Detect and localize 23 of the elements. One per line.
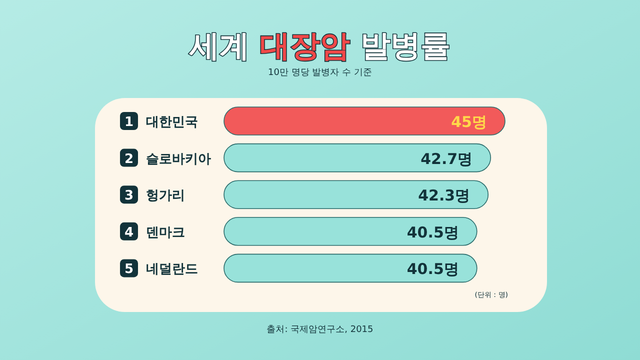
y-tick-label: 대한민국 (146, 115, 198, 130)
y-tick-label: 네덜란드 (146, 262, 198, 278)
bar (224, 254, 478, 283)
data-label: 42.3명 (418, 186, 470, 205)
text: 1 (124, 115, 134, 130)
text: 3 (124, 188, 134, 204)
data-label: 42.7명 (420, 150, 473, 168)
chart-subtitle: 10만 명당 발병자 수 기준 (268, 68, 372, 78)
y-tick-label: 덴마크 (146, 225, 185, 240)
data-label: 45명 (451, 113, 487, 131)
chart-title: 세계 대장암 발병률 (188, 29, 450, 64)
y-tick-label: 헝가리 (146, 188, 185, 204)
bar (224, 143, 492, 172)
text: 4 (124, 225, 134, 240)
data-label: 40.5명 (406, 260, 459, 278)
bar (224, 217, 478, 246)
bar (224, 180, 489, 209)
text: 2 (124, 152, 134, 167)
source-note: 출처: 국제암연구소, 2015 (266, 325, 374, 335)
data-label: 40.5명 (406, 223, 459, 242)
text: 5 (124, 262, 134, 278)
bar (224, 106, 506, 136)
y-tick-label: 슬로바키아 (146, 152, 211, 167)
